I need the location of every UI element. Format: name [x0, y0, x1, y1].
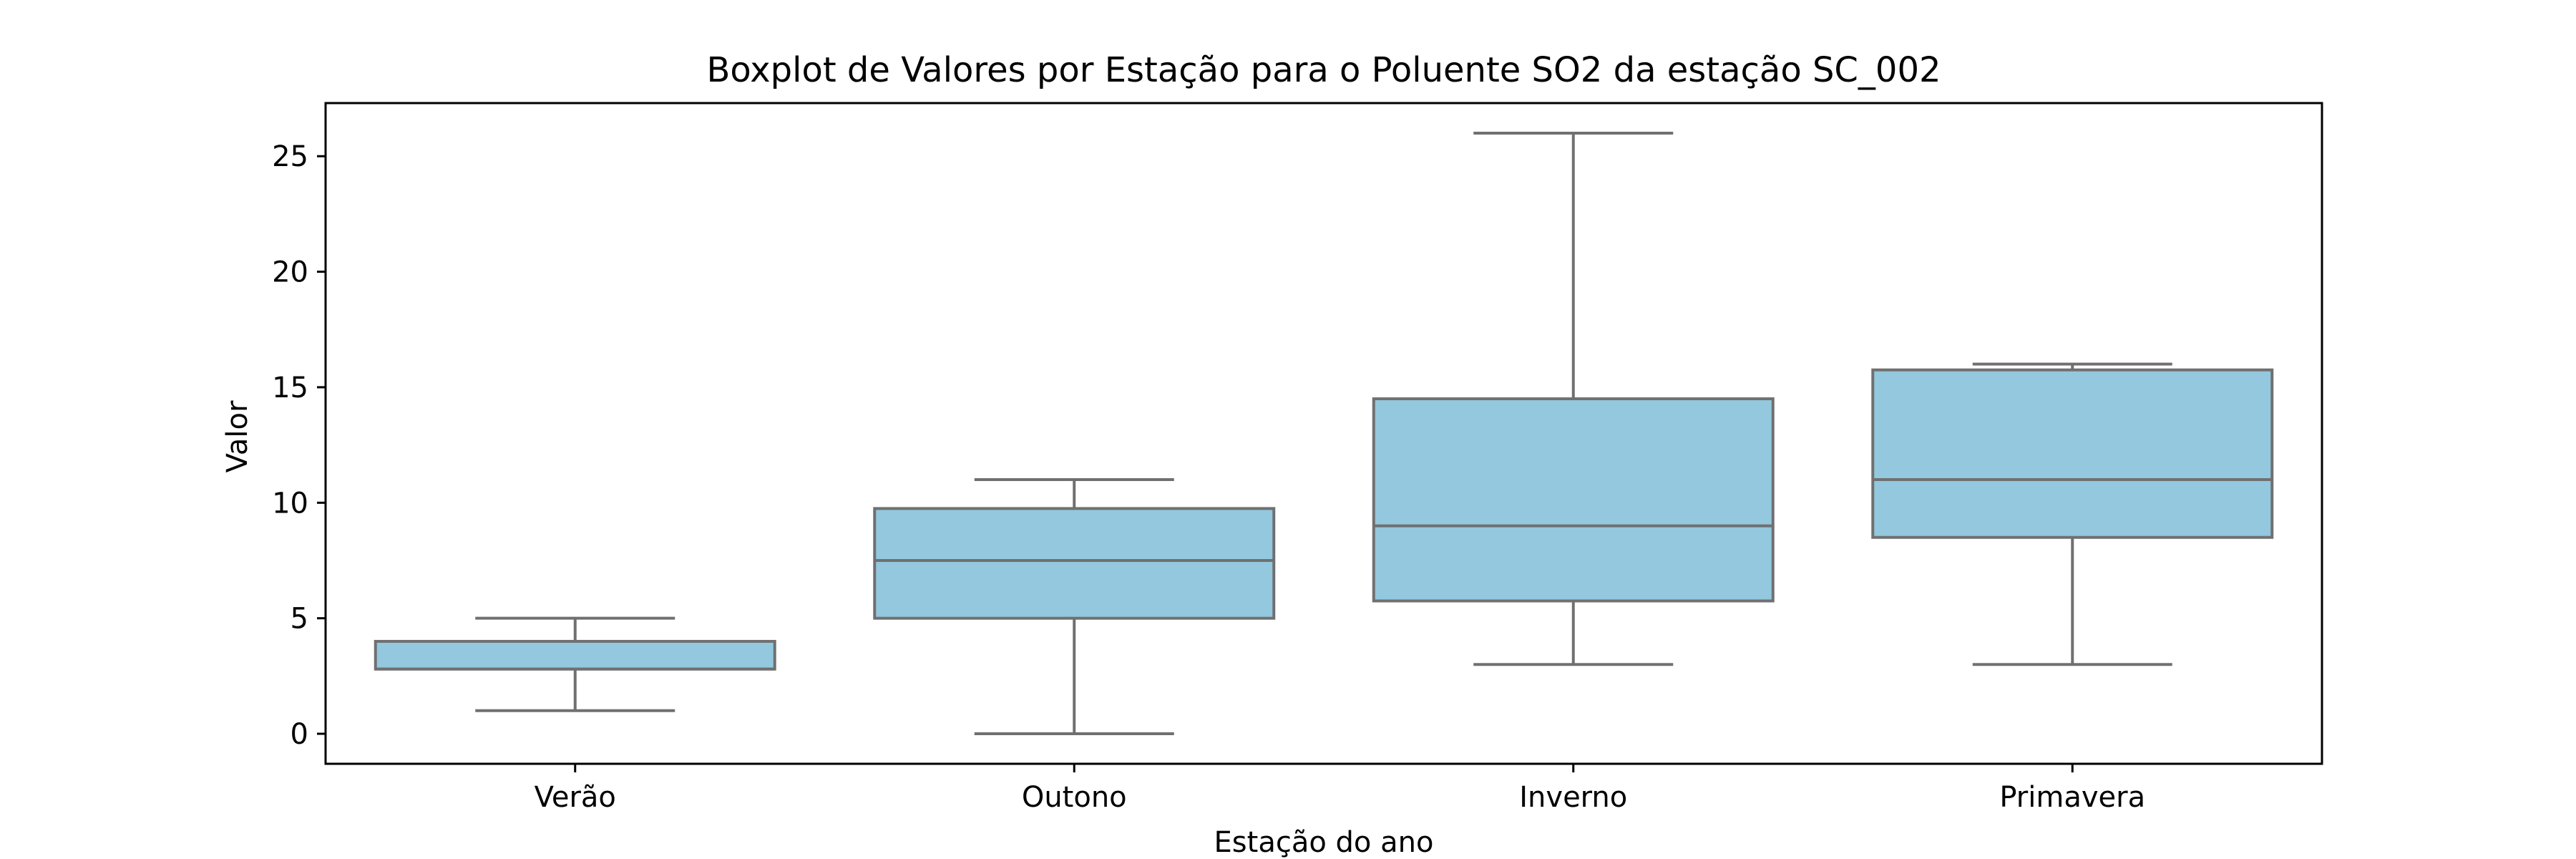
plot-frame: [324, 102, 2323, 765]
chart-title: Boxplot de Valores por Estação para o Po…: [706, 50, 1941, 90]
x-tick-label: Inverno: [1519, 781, 1627, 814]
y-tick-label: 20: [272, 256, 308, 289]
y-tick-label: 15: [272, 372, 308, 404]
x-tick-label: Primavera: [1999, 781, 2145, 814]
plot-area-group: 0 5 10 15 20 25 Verão Outono Inverno Primavera: [272, 102, 2323, 814]
y-tick-label: 10: [272, 487, 308, 520]
y-tick-label: 5: [291, 603, 308, 636]
y-tick-label: 25: [272, 140, 308, 173]
box-iqr: [1871, 368, 2274, 539]
x-axis-label: Estação do ano: [1214, 826, 1434, 859]
x-tick-label: Outono: [1022, 781, 1127, 814]
box-iqr: [873, 507, 1276, 620]
y-tick-label: 0: [291, 718, 308, 751]
y-axis-label: Valor: [221, 400, 254, 472]
box-iqr: [374, 639, 776, 671]
x-tick-label: Verão: [535, 781, 616, 814]
box-iqr: [1372, 397, 1775, 603]
